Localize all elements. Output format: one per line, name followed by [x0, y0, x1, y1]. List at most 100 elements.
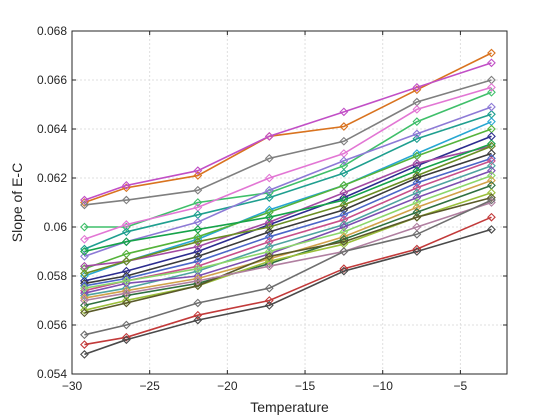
data-point-marker — [121, 195, 131, 205]
series-line — [84, 165, 492, 297]
data-point-marker — [339, 247, 349, 256]
data-point-marker — [412, 117, 422, 127]
series-layer — [80, 48, 496, 359]
data-point-marker — [193, 166, 203, 176]
data-point-marker — [264, 185, 274, 195]
data-point-marker — [264, 296, 274, 305]
series-line — [84, 199, 492, 336]
data-point-marker — [412, 198, 422, 207]
data-point-marker — [121, 296, 131, 305]
data-point-marker — [121, 256, 131, 266]
data-point-marker — [412, 183, 422, 193]
data-point-marker — [412, 82, 422, 92]
data-point-marker — [339, 222, 349, 232]
series-line — [84, 216, 492, 346]
data-point-marker — [193, 242, 203, 251]
data-point-marker — [80, 305, 89, 315]
y-tick-label: 0.062 — [37, 171, 67, 185]
data-point-marker — [487, 176, 496, 185]
data-point-marker — [339, 168, 349, 178]
data-point-marker — [121, 274, 131, 283]
data-point-marker — [412, 229, 422, 239]
data-point-marker — [264, 154, 274, 163]
data-point-marker — [80, 195, 89, 205]
data-point-marker — [487, 48, 496, 58]
data-point-marker — [80, 340, 89, 349]
data-point-marker — [487, 87, 496, 97]
series-12 — [80, 139, 496, 256]
data-point-marker — [264, 222, 274, 232]
data-point-marker — [80, 200, 89, 210]
data-point-marker — [339, 234, 349, 244]
series-line — [84, 179, 492, 299]
data-point-marker — [412, 178, 422, 188]
data-point-marker — [193, 252, 203, 261]
series-line — [84, 201, 492, 302]
series-line — [84, 128, 492, 270]
data-point-marker — [487, 212, 496, 222]
data-point-marker — [80, 350, 89, 359]
data-point-marker — [339, 107, 349, 117]
data-point-marker — [264, 217, 274, 227]
series-line — [84, 79, 492, 206]
data-point-marker — [193, 185, 203, 195]
data-point-marker — [412, 173, 422, 183]
data-point-marker — [264, 237, 274, 247]
data-point-marker — [487, 195, 496, 205]
data-point-marker — [193, 310, 203, 320]
data-point-marker — [80, 283, 89, 293]
data-point-marker — [264, 301, 274, 310]
data-point-marker — [487, 166, 496, 176]
data-point-marker — [80, 222, 89, 232]
data-point-marker — [487, 225, 496, 234]
data-point-marker — [121, 298, 131, 308]
data-point-marker — [80, 269, 89, 278]
data-point-marker — [264, 261, 274, 271]
tick-labels: −30 −25 −20 −15 −10 −5 0.054 0.056 0.058 0.06 0.06… — [37, 24, 468, 393]
x-axis-label: Temperature — [250, 399, 329, 415]
data-point-marker — [121, 288, 131, 298]
y-axis-label: Slope of E-C — [9, 163, 25, 242]
data-point-marker — [121, 286, 131, 296]
series-line — [84, 152, 492, 285]
data-point-marker — [412, 247, 422, 256]
data-point-marker — [412, 129, 422, 139]
y-tick-label: 0.06 — [44, 220, 68, 234]
data-point-marker — [193, 315, 203, 325]
series-3 — [80, 75, 496, 210]
data-point-marker — [121, 332, 131, 342]
data-point-marker — [487, 102, 496, 112]
data-point-marker — [412, 134, 422, 144]
data-point-marker — [80, 308, 89, 318]
x-tick-label: −25 — [139, 379, 160, 393]
data-point-marker — [339, 136, 349, 146]
data-point-marker — [339, 264, 349, 274]
data-point-marker — [412, 207, 422, 217]
y-tick-label: 0.054 — [37, 367, 67, 381]
series-23 — [80, 193, 496, 318]
data-point-marker — [487, 82, 496, 92]
x-tick-label: −5 — [454, 379, 468, 393]
data-point-marker — [193, 281, 203, 291]
series-27 — [80, 225, 496, 359]
data-point-marker — [339, 122, 349, 131]
axes — [71, 30, 508, 375]
series-line — [84, 113, 492, 250]
data-point-marker — [121, 320, 131, 330]
data-point-marker — [80, 296, 89, 305]
data-point-marker — [339, 205, 349, 215]
data-point-marker — [121, 276, 131, 286]
data-point-marker — [487, 156, 496, 166]
data-point-marker — [412, 105, 422, 114]
data-point-marker — [487, 58, 496, 68]
series-line — [84, 228, 492, 356]
y-tick-label: 0.066 — [37, 73, 67, 87]
y-tick-label: 0.068 — [37, 24, 67, 38]
series-line — [84, 157, 492, 287]
data-point-marker — [193, 298, 203, 308]
series-line — [84, 174, 492, 289]
data-point-marker — [80, 247, 89, 256]
data-point-marker — [412, 212, 422, 222]
data-point-marker — [264, 173, 274, 183]
